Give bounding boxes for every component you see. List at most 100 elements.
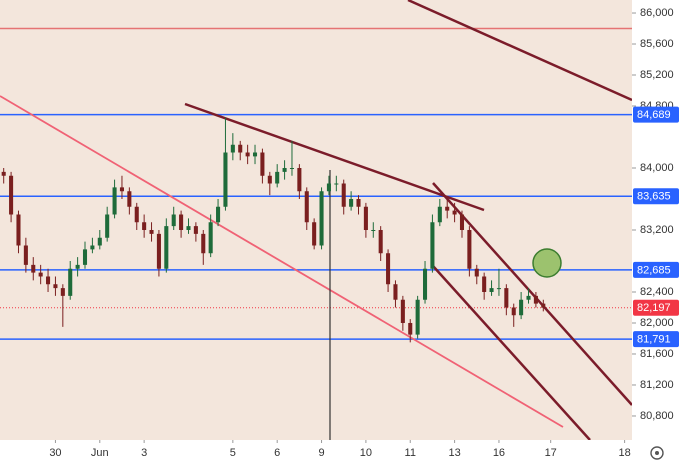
x-tick-label: 30	[49, 447, 61, 459]
candle-body	[112, 187, 117, 215]
candle-body	[105, 214, 110, 238]
candle-body	[156, 233, 161, 269]
x-tick-label: 6	[274, 447, 280, 459]
candle-body	[541, 303, 546, 308]
price-level-label: 83,635	[637, 191, 671, 203]
y-tick-label: 82,000	[640, 317, 674, 329]
candle-body	[164, 226, 169, 269]
candle-body	[179, 214, 184, 230]
candle-body	[386, 253, 391, 285]
price-level-tag	[633, 331, 679, 348]
candle-body	[68, 268, 73, 296]
x-tick-label: 18	[618, 447, 630, 459]
candle-body	[75, 264, 80, 269]
y-tick-label: 85,200	[640, 69, 674, 81]
candle-body	[245, 152, 250, 157]
candle-body	[452, 210, 457, 215]
candle-body	[119, 187, 124, 192]
price-level-tag	[633, 106, 679, 123]
x-tick-label: 9	[318, 447, 324, 459]
candle-body	[304, 191, 309, 223]
candle-body	[60, 288, 65, 296]
price-level-tag	[633, 299, 679, 316]
candle-body	[533, 295, 538, 304]
candle-body	[16, 214, 21, 246]
candle-body	[208, 222, 213, 254]
trend-line	[407, 0, 633, 102]
x-tick-label: 17	[545, 447, 557, 459]
y-tick-label: 86,000	[640, 7, 674, 19]
x-tick-label: 11	[405, 447, 416, 459]
y-tick-label: 81,600	[640, 348, 674, 360]
trend-line	[184, 102, 485, 212]
candle-body	[275, 171, 280, 184]
y-tick-label: 82,400	[640, 286, 674, 298]
candle-body	[408, 322, 413, 335]
price-level-tag	[633, 188, 679, 205]
candle-body	[289, 168, 295, 170]
candle-body	[186, 226, 191, 230]
candle-body	[267, 175, 272, 184]
candle-body	[193, 226, 198, 234]
price-level-tag	[633, 261, 679, 278]
y-tick-label: 85,600	[640, 38, 674, 50]
candle-body	[526, 295, 531, 300]
candle-body	[82, 249, 88, 265]
candle-body	[46, 276, 51, 285]
candle-body	[97, 237, 102, 246]
candle-body	[149, 229, 154, 234]
y-tick-label: 84,000	[640, 162, 674, 174]
candle-body	[459, 214, 465, 230]
candle-body	[23, 245, 28, 265]
candle-body	[378, 229, 383, 254]
candle-body	[489, 288, 494, 292]
candle-body	[504, 288, 509, 308]
candle-body	[134, 206, 139, 223]
candle-body	[297, 168, 302, 192]
candle-body	[430, 222, 435, 269]
settings-icon[interactable]	[650, 446, 664, 460]
channel-line	[432, 265, 591, 441]
price-level-label: 82,197	[637, 302, 671, 314]
candle-body	[171, 214, 176, 227]
candle-body	[371, 229, 376, 231]
candle-body	[326, 183, 331, 192]
x-tick-label: 3	[141, 447, 147, 459]
candle-body	[53, 284, 58, 289]
price-level-label: 81,791	[637, 334, 671, 346]
candle-body	[496, 288, 501, 290]
settings-icon-center	[655, 451, 659, 455]
x-tick-label: 16	[493, 447, 505, 459]
settings-button[interactable]	[650, 446, 664, 460]
candle-body	[201, 233, 206, 254]
candle-body	[363, 206, 368, 230]
y-tick-label: 81,200	[640, 379, 674, 391]
candle-body	[260, 152, 265, 176]
marker-circle	[532, 248, 562, 278]
candle-body	[142, 222, 147, 230]
y-tick-label: 80,800	[640, 410, 674, 422]
x-tick-label: 5	[230, 447, 236, 459]
price-level-label: 82,685	[637, 264, 671, 276]
x-tick-label: Jun	[91, 447, 109, 459]
candle-body	[252, 152, 258, 157]
candle-body	[31, 264, 36, 273]
candle-body	[282, 168, 287, 172]
candle-body	[393, 284, 398, 300]
candle-body	[334, 183, 339, 185]
candle-body	[474, 268, 479, 277]
candle-body	[400, 299, 405, 323]
candle-body	[349, 198, 354, 207]
candle-body	[422, 268, 428, 300]
candle-body	[1, 171, 6, 176]
candle-body	[341, 183, 346, 207]
candle-body	[519, 299, 524, 316]
price-axis	[632, 0, 680, 466]
trend-line	[0, 95, 564, 428]
channel-line	[432, 182, 633, 406]
price-level-label: 84,689	[637, 109, 671, 121]
candle-body	[467, 229, 472, 269]
candle-body	[482, 276, 487, 292]
candle-body	[127, 191, 132, 207]
